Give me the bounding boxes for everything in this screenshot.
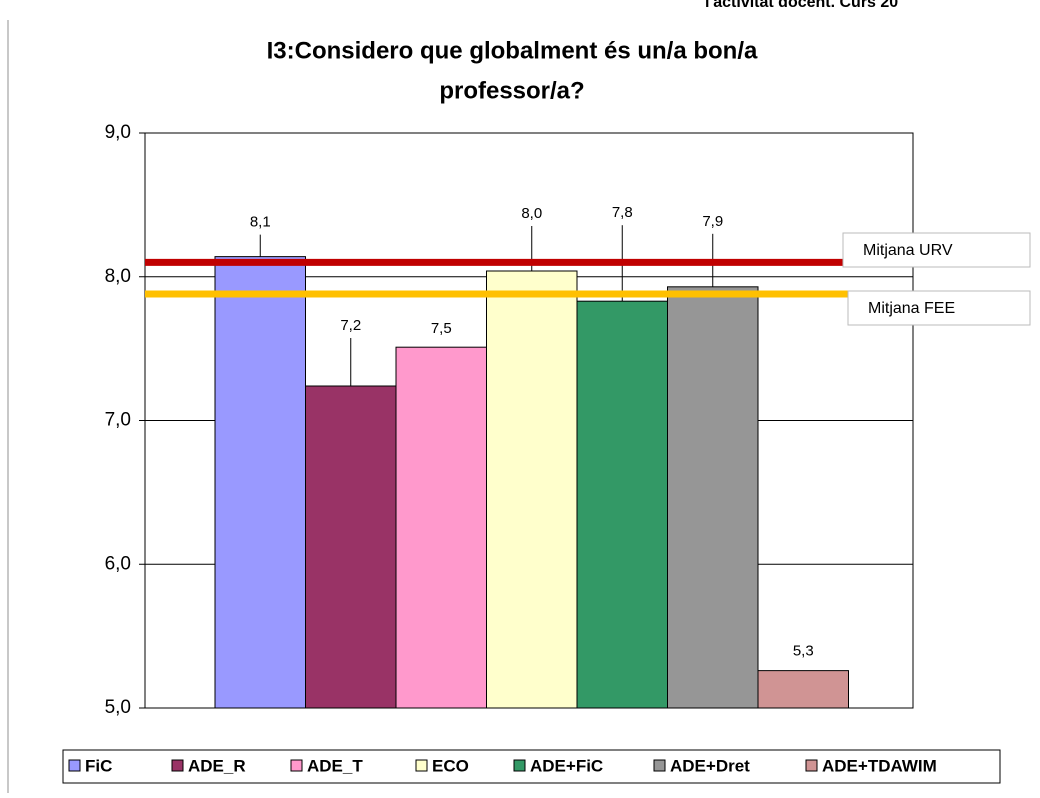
legend-swatch <box>653 759 666 772</box>
data-label: 7,5 <box>431 320 452 337</box>
legend-swatch <box>171 759 184 772</box>
chart-title: professor/a? <box>439 77 584 104</box>
data-label: 8,0 <box>521 205 542 222</box>
data-label: 7,9 <box>702 213 723 230</box>
legend-label: ADE_R <box>188 756 246 775</box>
legend-swatch <box>290 759 303 772</box>
reference-label-box <box>847 290 1031 326</box>
y-tick-label: 7,0 <box>105 410 131 431</box>
reference-label: Mitjana URV <box>863 242 953 259</box>
header-text: l'activitat docent. Curs 20 <box>705 0 898 11</box>
data-label: 8,1 <box>250 214 271 231</box>
reference-label-box <box>842 232 1031 268</box>
data-label: 7,8 <box>612 204 633 221</box>
legend-swatch <box>68 759 81 772</box>
legend <box>62 749 1001 784</box>
y-tick-label: 6,0 <box>105 553 131 574</box>
chart-title: I3:Considero que globalment és un/a bon/… <box>267 37 758 64</box>
bar <box>214 256 306 709</box>
legend-label: ADE_T <box>307 756 363 775</box>
bar <box>486 270 578 709</box>
y-tick-label: 5,0 <box>105 697 131 718</box>
bar <box>757 670 849 709</box>
legend-swatch <box>805 759 818 772</box>
legend-label: FiC <box>85 756 112 775</box>
y-tick-label: 9,0 <box>105 122 131 143</box>
reference-label: Mitjana FEE <box>868 300 955 317</box>
legend-label: ADE+Dret <box>670 756 750 775</box>
y-tick-label: 8,0 <box>105 266 131 287</box>
data-label: 7,2 <box>340 317 361 334</box>
data-label: 5,3 <box>793 643 814 660</box>
bar <box>395 346 487 709</box>
bar <box>667 286 759 709</box>
legend-swatch <box>513 759 526 772</box>
legend-label: ADE+FiC <box>530 756 603 775</box>
bar <box>305 385 397 709</box>
legend-label: ECO <box>432 756 469 775</box>
legend-swatch <box>415 759 428 772</box>
legend-label: ADE+TDAWIM <box>822 756 937 775</box>
bar <box>576 300 668 709</box>
